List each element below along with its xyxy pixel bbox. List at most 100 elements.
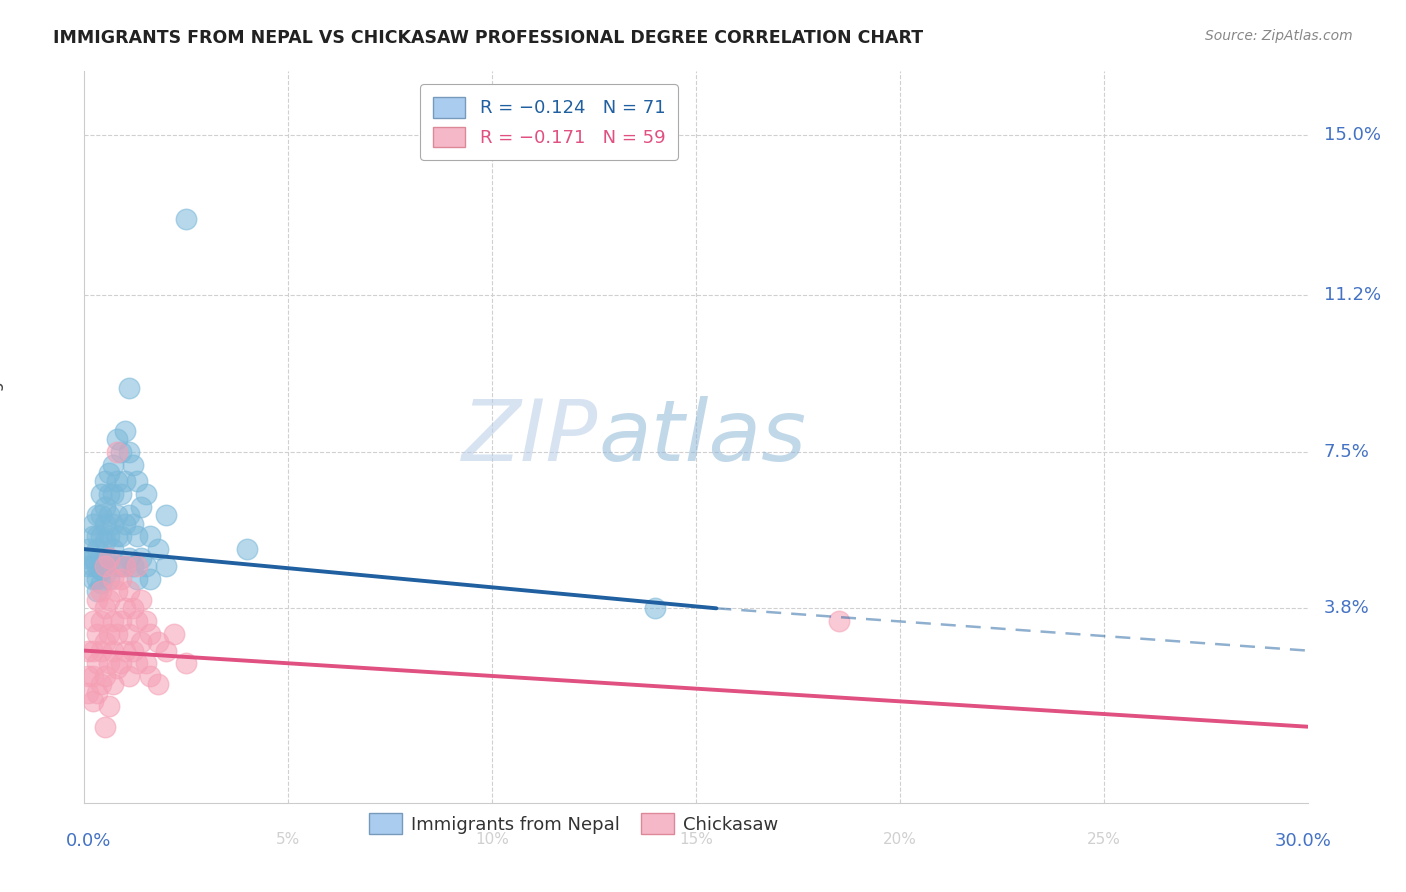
Point	[127, 529, 149, 543]
Point	[93, 533, 115, 548]
Point	[90, 487, 112, 501]
Point	[135, 559, 157, 574]
Point	[101, 458, 124, 472]
Text: 20%: 20%	[883, 832, 917, 847]
Point	[155, 508, 177, 523]
Point	[97, 550, 120, 565]
Text: IMMIGRANTS FROM NEPAL VS CHICKASAW PROFESSIONAL DEGREE CORRELATION CHART: IMMIGRANTS FROM NEPAL VS CHICKASAW PROFE…	[53, 29, 924, 46]
Point	[114, 516, 136, 531]
Point	[127, 475, 149, 489]
Point	[86, 542, 108, 557]
Text: 10%: 10%	[475, 832, 509, 847]
Point	[90, 563, 112, 577]
Point	[146, 635, 169, 649]
Point	[93, 559, 115, 574]
Point	[105, 475, 128, 489]
Text: ZIP: ZIP	[461, 395, 598, 479]
Point	[105, 626, 128, 640]
Point	[90, 677, 112, 691]
Point	[118, 381, 141, 395]
Point	[122, 601, 145, 615]
Point	[105, 529, 128, 543]
Text: 25%: 25%	[1087, 832, 1121, 847]
Text: 3.8%: 3.8%	[1324, 599, 1369, 617]
Point	[138, 529, 160, 543]
Point	[146, 542, 169, 557]
Point	[86, 657, 108, 671]
Point	[131, 592, 153, 607]
Point	[90, 529, 112, 543]
Point	[82, 669, 104, 683]
Point	[86, 592, 108, 607]
Point	[97, 529, 120, 543]
Point	[93, 550, 115, 565]
Point	[155, 559, 177, 574]
Point	[118, 445, 141, 459]
Point	[135, 657, 157, 671]
Point	[114, 475, 136, 489]
Point	[97, 698, 120, 713]
Point	[97, 550, 120, 565]
Point	[86, 529, 108, 543]
Point	[97, 592, 120, 607]
Point	[135, 614, 157, 628]
Point	[90, 643, 112, 657]
Point	[101, 677, 124, 691]
Point	[155, 643, 177, 657]
Point	[127, 614, 149, 628]
Point	[114, 643, 136, 657]
Point	[131, 500, 153, 514]
Point	[97, 466, 120, 480]
Point	[127, 572, 149, 586]
Point	[86, 686, 108, 700]
Point	[93, 635, 115, 649]
Point	[131, 635, 153, 649]
Point	[105, 508, 128, 523]
Point	[93, 516, 115, 531]
Point	[97, 487, 120, 501]
Text: atlas: atlas	[598, 395, 806, 479]
Point	[110, 572, 132, 586]
Text: Source: ZipAtlas.com: Source: ZipAtlas.com	[1205, 29, 1353, 43]
Point	[77, 559, 100, 574]
Point	[93, 669, 115, 683]
Point	[86, 572, 108, 586]
Point	[122, 516, 145, 531]
Point	[138, 572, 160, 586]
Point	[101, 614, 124, 628]
Point	[828, 614, 851, 628]
Point	[82, 694, 104, 708]
Point	[644, 601, 666, 615]
Point	[82, 559, 104, 574]
Point	[82, 614, 104, 628]
Point	[105, 445, 128, 459]
Point	[105, 584, 128, 599]
Point	[127, 559, 149, 574]
Text: 11.2%: 11.2%	[1324, 286, 1381, 304]
Point	[146, 677, 169, 691]
Point	[77, 542, 100, 557]
Point	[110, 559, 132, 574]
Text: 30.0%: 30.0%	[1275, 832, 1331, 850]
Point	[118, 584, 141, 599]
Point	[86, 584, 108, 599]
Point	[163, 626, 186, 640]
Point	[82, 529, 104, 543]
Point	[174, 657, 197, 671]
Point	[101, 542, 124, 557]
Point	[110, 487, 132, 501]
Point	[118, 669, 141, 683]
Point	[114, 559, 136, 574]
Point	[93, 567, 115, 582]
Point	[101, 572, 124, 586]
Point	[138, 669, 160, 683]
Point	[90, 508, 112, 523]
Point	[110, 529, 132, 543]
Point	[110, 445, 132, 459]
Point	[122, 559, 145, 574]
Point	[101, 487, 124, 501]
Point	[90, 576, 112, 591]
Point	[105, 432, 128, 446]
Point	[110, 657, 132, 671]
Point	[90, 584, 112, 599]
